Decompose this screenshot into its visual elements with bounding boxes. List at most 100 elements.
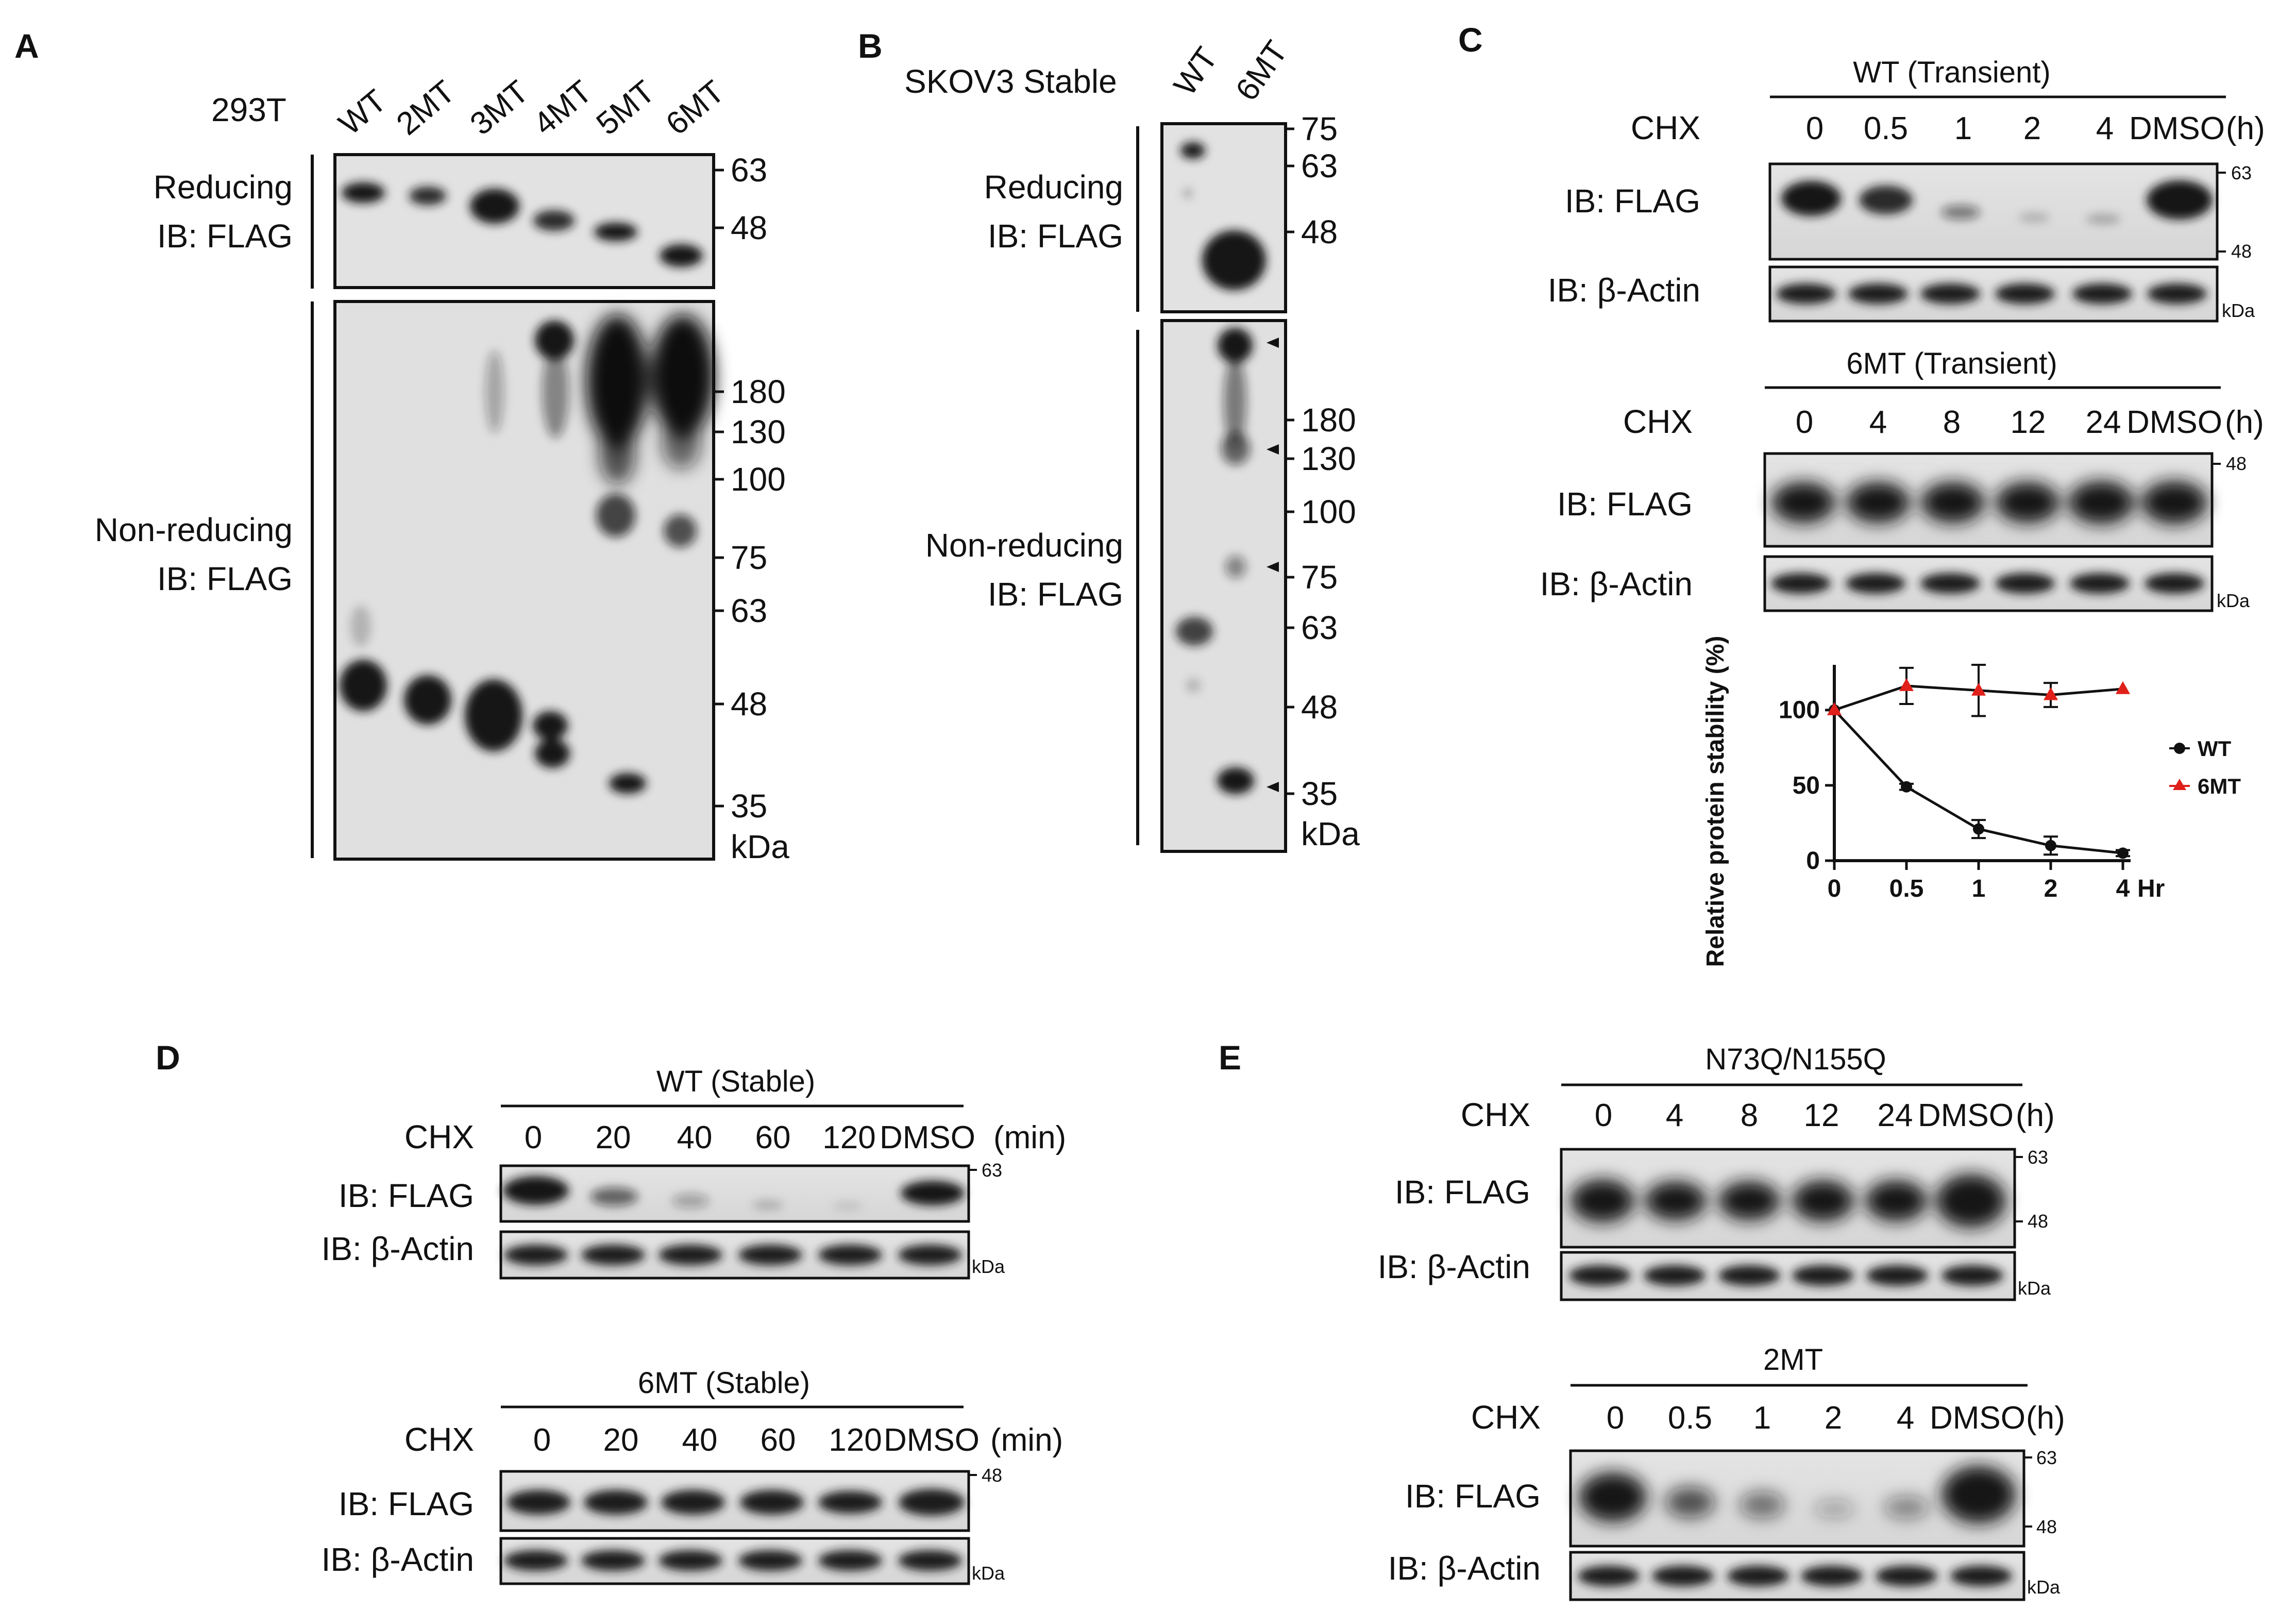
timepoint-label: DMSO: [884, 1422, 980, 1458]
blot-actin: [1768, 265, 2219, 323]
lane-label: 2MT: [390, 74, 462, 142]
panel-letter: D: [156, 1038, 180, 1077]
x-tick-label: 2: [2044, 875, 2058, 902]
y-tick-label: 50: [1793, 772, 1820, 799]
timepoint-label: 120: [829, 1422, 882, 1458]
blot-reducing: [333, 153, 715, 289]
blot-flag: [1569, 1449, 2025, 1548]
timepoint-label: DMSO: [2126, 405, 2222, 440]
mw-marker: 48: [731, 209, 767, 246]
data-point: [1971, 682, 1986, 696]
ib-label: IB: FLAG: [339, 1485, 474, 1522]
blot-flag: [499, 1470, 970, 1532]
cell-line-label: 293T: [211, 91, 286, 128]
unit-label: (min): [993, 1120, 1066, 1155]
mw-marker: 75: [731, 539, 767, 576]
mw-marker: 35: [1301, 775, 1338, 812]
y-tick-label: 100: [1779, 697, 1820, 724]
unit-label: (h): [2016, 1098, 2055, 1133]
series-group: [1827, 664, 2130, 859]
blot-title: N73Q/N155Q: [1705, 1043, 1886, 1076]
y-ticks: 0 50 100: [1779, 697, 1834, 875]
nonreducing-label: Non-reducing: [925, 527, 1123, 564]
timepoint-label: 0: [1607, 1400, 1624, 1436]
y-axis-label: Relative protein stability (%): [1702, 636, 1729, 967]
timepoint-labels: 0 0.5 1 2 4 DMSO (h): [1607, 1400, 2065, 1436]
data-point: [1973, 823, 1984, 835]
x-tick-label: 1: [1972, 875, 1986, 902]
timepoint-label: 2: [1825, 1400, 1842, 1436]
series-6mt: [1827, 664, 2130, 717]
timepoint-label: 4: [1869, 405, 1887, 440]
blot-actin: [499, 1537, 970, 1585]
kda-unit: kDa: [2018, 1278, 2051, 1299]
blot-reducing: [1160, 122, 1287, 313]
legend-marker-wt: [2174, 743, 2185, 754]
reducing-label: Reducing: [984, 169, 1123, 206]
mw-marker: 48: [1301, 689, 1338, 726]
lane-labels: WT 2MT 3MT 4MT 5MT 6MT: [332, 74, 731, 142]
timepoint-label: 60: [755, 1120, 791, 1155]
ib-label: IB: FLAG: [1395, 1173, 1530, 1211]
blot-flag: [1768, 162, 2219, 261]
mw-marker: 48: [982, 1465, 1002, 1486]
treatment-label: CHX: [1461, 1096, 1530, 1133]
lane-label: 5MT: [590, 74, 662, 142]
data-point: [1827, 702, 1842, 715]
blot-flag: [499, 1164, 970, 1223]
unit-label: (h): [2026, 1400, 2065, 1436]
timepoint-label: 20: [603, 1422, 639, 1458]
blot-title: WT (Stable): [656, 1065, 815, 1098]
timepoint-label: 0: [1796, 405, 1813, 440]
ib-label: IB: FLAG: [1405, 1478, 1541, 1515]
mw-marker: 35: [731, 787, 767, 825]
lane-label: WT: [1167, 41, 1225, 102]
timepoint-label: 40: [677, 1120, 713, 1155]
ib-label: IB: FLAG: [1565, 182, 1700, 220]
ib-label: IB: β-Actin: [1378, 1248, 1530, 1285]
timepoint-label: 60: [761, 1422, 796, 1458]
ib-label: IB: FLAG: [157, 560, 293, 597]
timepoint-label: 24: [2086, 405, 2121, 440]
timepoint-labels: 0 4 8 12 24 DMSO (h): [1595, 1098, 2055, 1133]
ib-label: IB: β-Actin: [322, 1541, 474, 1578]
kda-unit: kDa: [972, 1256, 1005, 1277]
data-point: [2116, 681, 2130, 694]
timepoint-label: 0: [533, 1422, 551, 1458]
lane-label: 6MT: [1229, 35, 1295, 107]
ib-label: IB: FLAG: [157, 217, 293, 255]
mw-marker: 130: [731, 413, 786, 450]
series-wt: [1829, 704, 2130, 859]
timepoint-label: 0: [525, 1120, 542, 1155]
kda-unit: kDa: [972, 1563, 1005, 1584]
mw-marker: 63: [2036, 1447, 2057, 1468]
x-tick-label: 0: [1828, 875, 1842, 902]
ib-label: IB: β-Actin: [1548, 272, 1700, 309]
x-tick-label: 0.5: [1889, 875, 1924, 902]
timepoint-label: 0: [1595, 1098, 1612, 1133]
kda-unit: kDa: [2217, 590, 2250, 611]
blot-title: WT (Transient): [1853, 56, 2051, 89]
timepoint-label: 24: [1878, 1098, 1913, 1133]
blot-flag: [1560, 1148, 2016, 1249]
kda-unit: kDa: [2027, 1577, 2061, 1598]
timepoint-labels: 0 20 40 60 120 DMSO (min): [525, 1120, 1066, 1155]
mw-marker: 48: [731, 685, 767, 723]
timepoint-label: 8: [1943, 405, 1961, 440]
mw-marker: 180: [731, 373, 786, 410]
legend-label: 6MT: [2198, 774, 2241, 798]
mw-marker: 63: [1301, 609, 1338, 646]
mw-marker: 48: [2231, 241, 2252, 262]
mw-marker: 63: [2028, 1147, 2048, 1168]
panel-c: C WT (Transient) CHX 0 0.5 1 2 4 DMSO (h…: [1458, 21, 2265, 967]
data-point: [2044, 687, 2058, 700]
kda-unit: kDa: [2222, 300, 2255, 321]
blot-title: 6MT (Transient): [1846, 347, 2057, 380]
mw-marker: 100: [1301, 493, 1356, 530]
nonreducing-label: Non-reducing: [95, 511, 293, 548]
mw-marker: 63: [2231, 162, 2252, 183]
panel-a: A 293T WT 2MT 3MT 4MT 5MT 6MT Reducing I…: [14, 27, 789, 865]
legend-label: WT: [2198, 736, 2232, 761]
